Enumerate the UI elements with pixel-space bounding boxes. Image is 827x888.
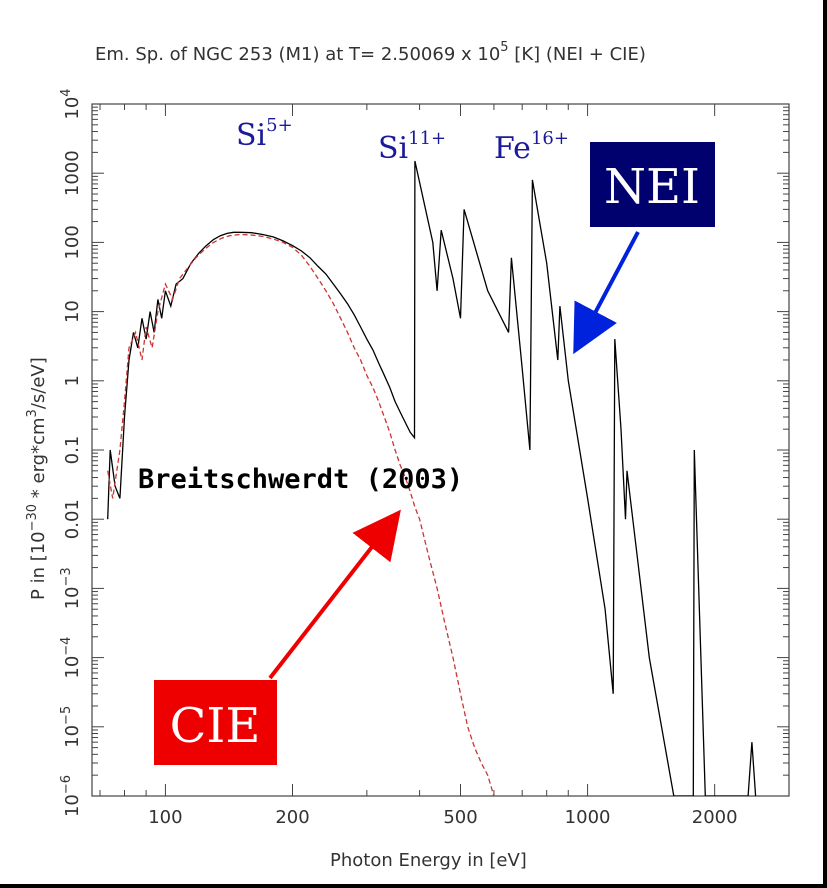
credit-text: Breitschwerdt (2003) — [138, 464, 463, 495]
series-layer — [107, 160, 757, 796]
x-tick-label: 2000 — [692, 807, 738, 828]
y-tick-label: 104 — [59, 88, 83, 119]
x-tick-label: 500 — [443, 807, 477, 828]
y-tick-label: 10−4 — [59, 637, 83, 679]
y-tick-label: 0.01 — [62, 499, 83, 539]
x-tick-label: 100 — [148, 807, 182, 828]
y-tick-label: 10−5 — [59, 706, 83, 748]
x-tick-label: 1000 — [565, 807, 611, 828]
series-nei — [107, 160, 757, 796]
x-tick-label: 200 — [275, 807, 309, 828]
y-tick-labels: 10−6 10−5 10−4 10−3 0.01 0.1 1 10 100 1000 104 — [59, 88, 83, 817]
y-axis-label: P in [10−30 * erg*cm3/s/eV] — [25, 357, 49, 600]
y-tick-label: 100 — [62, 225, 83, 259]
cie-label-text: CIE — [170, 698, 261, 754]
ion-label-si11: Si11+ — [378, 128, 446, 166]
chart-title: Em. Sp. of NGC 253 (M1) at T= 2.50069 x … — [95, 40, 646, 65]
y-tick-label: 10 — [62, 300, 83, 323]
cie-arrow — [268, 509, 401, 680]
x-tick-labels: 100 200 500 1000 2000 — [148, 807, 737, 828]
axis-ticks — [92, 103, 790, 797]
nei-label-text: NEI — [604, 159, 700, 215]
ion-label-fe16: Fe16+ — [494, 128, 569, 166]
y-tick-label: 1 — [62, 375, 83, 386]
ion-label-si5: Si5+ — [236, 115, 293, 153]
series-cie — [107, 233, 495, 796]
y-tick-label: 0.1 — [62, 436, 83, 465]
y-tick-label: 10−3 — [59, 567, 83, 609]
cie-label-box — [154, 680, 277, 765]
nei-label-box — [590, 142, 715, 227]
y-tick-label: 10−6 — [59, 775, 83, 817]
y-tick-label: 1000 — [62, 150, 83, 196]
x-axis-label: Photon Energy in [eV] — [330, 850, 527, 871]
nei-arrow — [573, 231, 640, 355]
